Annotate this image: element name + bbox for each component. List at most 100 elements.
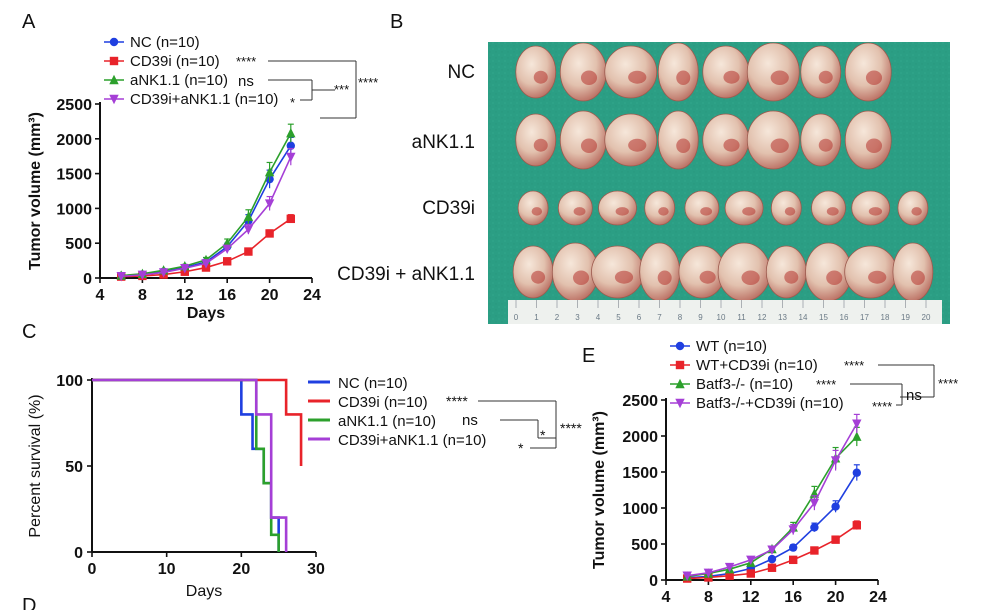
significance-label: **** bbox=[872, 399, 892, 414]
tumor-hemorrhage bbox=[868, 207, 883, 216]
legend-marker bbox=[109, 37, 119, 47]
tumor bbox=[746, 42, 800, 102]
chart-e: 0 500 1000 1500 2000 2500 4 8 12 16 20 24 Tumor volu… bbox=[591, 338, 958, 606]
tumor-hemorrhage bbox=[910, 270, 925, 286]
tumor bbox=[800, 113, 842, 167]
data-point bbox=[264, 167, 275, 177]
tumor bbox=[517, 190, 549, 226]
tumor bbox=[591, 245, 644, 299]
ruler-tick-label: 4 bbox=[596, 313, 601, 322]
tumor bbox=[702, 45, 750, 99]
ruler-tick-label: 19 bbox=[901, 313, 910, 322]
data-point bbox=[286, 214, 295, 224]
tumor bbox=[557, 190, 593, 226]
tumor bbox=[515, 113, 557, 167]
tumor-hemorrhage bbox=[573, 207, 586, 216]
tumor-hemorrhage bbox=[533, 70, 548, 84]
survival-curve bbox=[92, 378, 303, 466]
significance-label: * bbox=[540, 427, 546, 443]
x-tick-label: 16 bbox=[218, 287, 236, 304]
ruler-tick-label: 7 bbox=[657, 313, 662, 322]
ruler-tick-label: 5 bbox=[616, 313, 621, 322]
data-point bbox=[725, 571, 734, 580]
ruler-tick-label: 14 bbox=[799, 313, 808, 322]
survival-curve bbox=[92, 378, 280, 552]
panel-label-d: D bbox=[22, 595, 36, 610]
legend-label: NC (n=10) bbox=[338, 375, 408, 392]
ruler-tick-label: 16 bbox=[840, 313, 849, 322]
panel-label-e: E bbox=[582, 345, 595, 367]
tumor-hemorrhage bbox=[723, 138, 740, 152]
ruler-tick-label: 20 bbox=[922, 313, 931, 322]
ruler-tick-label: 3 bbox=[575, 313, 580, 322]
x-axis-label: Days bbox=[187, 305, 225, 322]
photo-row-label-nc: NC bbox=[448, 62, 475, 83]
tumor-hemorrhage bbox=[531, 207, 543, 216]
y-tick-label: 50 bbox=[65, 459, 83, 476]
data-point bbox=[809, 498, 820, 509]
ruler-tick-label: 9 bbox=[698, 313, 703, 322]
tumor bbox=[684, 190, 720, 226]
data-point bbox=[746, 555, 756, 566]
legend-marker bbox=[675, 398, 685, 409]
x-tick-label: 8 bbox=[704, 589, 713, 606]
legend-marker bbox=[109, 74, 119, 85]
significance-label: ns bbox=[238, 73, 254, 90]
significance-label: **** bbox=[560, 420, 582, 436]
tumor bbox=[598, 190, 637, 226]
significance-label: **** bbox=[236, 54, 256, 69]
ruler-tick-label: 12 bbox=[758, 313, 767, 322]
ruler-tick-label: 8 bbox=[678, 313, 683, 322]
data-point bbox=[789, 543, 798, 552]
data-point bbox=[810, 546, 819, 555]
data-point bbox=[852, 468, 861, 477]
data-point bbox=[682, 571, 692, 581]
legend-marker bbox=[675, 341, 685, 351]
legend-label: CD39i (n=10) bbox=[338, 394, 428, 411]
tumor-hemorrhage bbox=[865, 70, 883, 86]
photo-row-label-combo: CD39i + aNK1.1 bbox=[337, 264, 475, 285]
data-point bbox=[243, 211, 254, 221]
data-point bbox=[223, 257, 232, 266]
photo-row-label-ank11: aNK1.1 bbox=[412, 132, 475, 153]
ruler-tick-label: 10 bbox=[717, 313, 726, 322]
significance-label: **** bbox=[358, 75, 378, 90]
tumor bbox=[844, 110, 892, 170]
tumor-hemorrhage bbox=[628, 138, 647, 152]
tumor bbox=[844, 245, 898, 299]
ruler-tick-label: 18 bbox=[881, 313, 890, 322]
y-tick-label: 500 bbox=[631, 537, 658, 554]
tumor bbox=[515, 45, 557, 99]
tumor-hemorrhage bbox=[657, 270, 672, 286]
data-point bbox=[767, 554, 777, 564]
tumor bbox=[844, 42, 892, 102]
significance-label: *** bbox=[334, 82, 349, 97]
y-tick-label: 2500 bbox=[56, 97, 92, 114]
y-tick-label: 1000 bbox=[622, 501, 658, 518]
chart-a: 0 500 1000 1500 2000 2500 4 8 12 16 20 24 Days Tumor … bbox=[27, 34, 378, 322]
data-point bbox=[852, 431, 862, 441]
legend-label: WT (n=10) bbox=[696, 338, 767, 355]
tumor-hemorrhage bbox=[865, 138, 883, 154]
tumor bbox=[639, 242, 681, 302]
tumor-hemorrhage bbox=[580, 138, 598, 154]
data-point bbox=[264, 199, 275, 209]
data-point bbox=[180, 264, 190, 274]
panel-label-c: C bbox=[22, 321, 36, 343]
significance-label: ns bbox=[906, 387, 922, 404]
tumor-hemorrhage bbox=[741, 270, 760, 286]
x-tick-label: 30 bbox=[307, 561, 325, 578]
data-point bbox=[852, 521, 861, 530]
y-axis-label: Tumor volume (mm³) bbox=[27, 112, 44, 270]
x-tick-label: 20 bbox=[232, 561, 250, 578]
x-tick-label: 24 bbox=[869, 589, 887, 606]
survival-curve bbox=[92, 378, 280, 552]
x-tick-label: 0 bbox=[88, 561, 97, 578]
data-point bbox=[831, 502, 840, 511]
data-point bbox=[265, 229, 274, 238]
photo-row-label-cd39i: CD39i bbox=[422, 198, 475, 219]
y-tick-label: 2000 bbox=[56, 132, 92, 149]
tumor bbox=[559, 42, 607, 102]
tumor-rows bbox=[512, 42, 934, 302]
